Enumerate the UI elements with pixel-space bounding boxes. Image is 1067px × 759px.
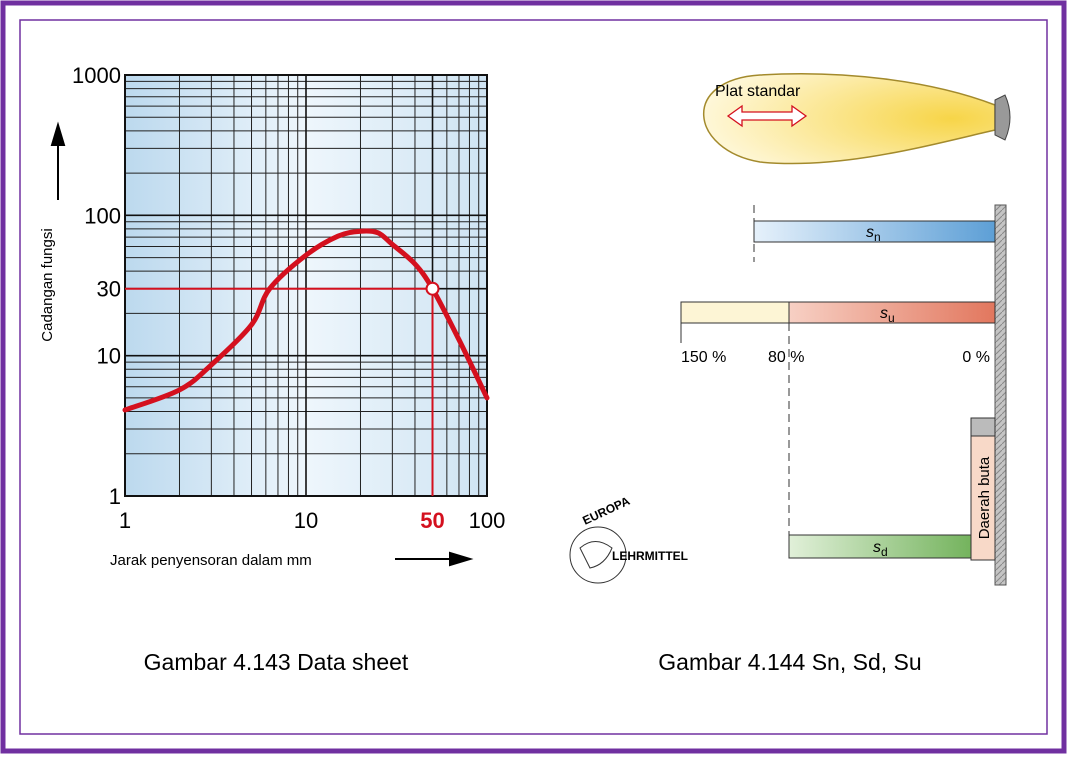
marker-point bbox=[425, 281, 440, 296]
sym: s bbox=[880, 305, 888, 322]
scale-label: 80 % bbox=[768, 349, 804, 366]
caption: Gambar 4.143 Data sheet bbox=[144, 649, 409, 675]
sub: n bbox=[874, 230, 881, 244]
sub: d bbox=[881, 545, 888, 559]
inner-frame bbox=[19, 19, 1048, 735]
y-axis-label: Cadangan fungsi bbox=[39, 228, 56, 341]
double-arrow bbox=[726, 104, 808, 128]
chart: 1 10 30 100 1000 1 10 50 100 bbox=[72, 63, 505, 533]
y-tick-label: 10 bbox=[97, 344, 121, 369]
x-axis-label: Jarak penyensoran dalam mm bbox=[110, 552, 312, 569]
target-label: Plat standar bbox=[715, 83, 801, 100]
sensor bbox=[994, 94, 1011, 141]
blind-label: Daerah buta bbox=[976, 456, 993, 539]
x-tick-label: 1 bbox=[119, 508, 131, 533]
wall bbox=[994, 204, 1007, 586]
sd-bar bbox=[788, 534, 972, 559]
x-tick-label: 10 bbox=[294, 508, 318, 533]
blind-zone bbox=[970, 435, 996, 561]
scale-label: 150 % bbox=[681, 349, 726, 366]
logo-globe bbox=[569, 526, 627, 584]
caption: Gambar 4.144 Sn, Sd, Su bbox=[658, 649, 921, 675]
logo-land bbox=[579, 541, 613, 569]
y-tick-label: 1 bbox=[109, 484, 121, 509]
sd-label: sd bbox=[873, 539, 888, 559]
y-tick-label: 100 bbox=[84, 203, 121, 228]
su-bar bbox=[788, 301, 996, 324]
sym: s bbox=[873, 539, 881, 556]
su-range bbox=[680, 301, 790, 324]
scale-label: 0 % bbox=[962, 349, 990, 366]
plot-border bbox=[124, 74, 488, 497]
logo-top: EUROPA bbox=[580, 494, 632, 528]
sn-bar bbox=[753, 220, 996, 243]
y-tick-label: 1000 bbox=[72, 63, 121, 88]
diagram: Plat standar sn su 150 % 80 % 0 % Daerah… bbox=[569, 73, 1011, 586]
x-tick-label: 100 bbox=[469, 508, 506, 533]
x-arrow bbox=[395, 551, 474, 567]
sub: u bbox=[888, 311, 895, 325]
blind-top bbox=[970, 417, 996, 437]
y-arrow bbox=[50, 121, 66, 200]
x-tick-label: 50 bbox=[420, 508, 444, 533]
su-label: su bbox=[880, 305, 895, 325]
sn-label: sn bbox=[866, 224, 881, 244]
y-tick-label: 30 bbox=[97, 277, 121, 302]
sym: s bbox=[866, 224, 874, 241]
beam bbox=[703, 73, 996, 165]
logo-bottom: LEHRMITTEL bbox=[612, 549, 688, 563]
